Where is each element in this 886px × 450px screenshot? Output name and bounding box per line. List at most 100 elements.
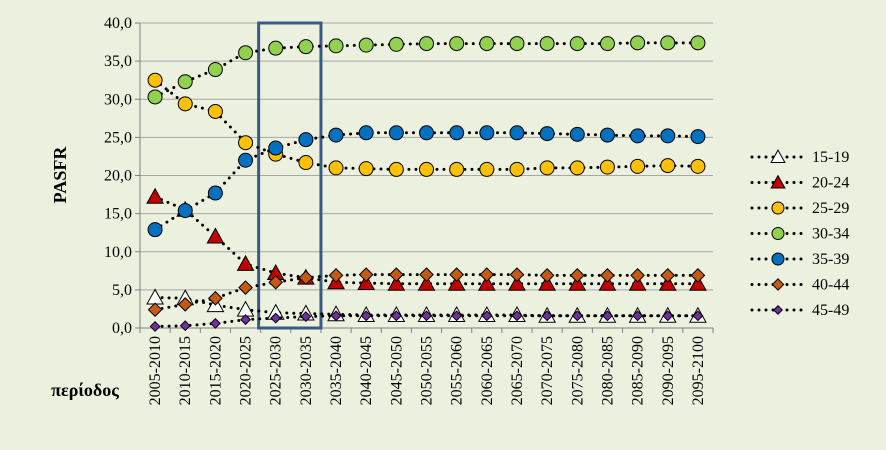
data-point	[328, 268, 344, 283]
data-point	[238, 280, 253, 295]
x-tick-label: 2045-2050	[388, 336, 405, 405]
data-point	[390, 310, 402, 322]
data-point	[481, 310, 493, 322]
x-tick-label: 2055-2060	[449, 336, 466, 405]
series-35-39	[147, 125, 706, 238]
data-point	[419, 36, 434, 52]
data-point	[571, 310, 583, 322]
x-tick-label: 2010-2015	[177, 336, 194, 405]
legend-label: 15-19	[812, 149, 849, 166]
data-point	[690, 158, 706, 174]
data-point	[689, 274, 707, 291]
data-point	[388, 125, 404, 141]
data-point	[357, 273, 376, 290]
x-tick-label: 2070-2075	[539, 336, 556, 405]
data-point	[449, 125, 465, 141]
legend-label: 25-29	[812, 200, 849, 217]
data-point	[236, 254, 255, 271]
data-point	[419, 125, 434, 141]
data-point	[330, 310, 342, 322]
data-point	[479, 125, 495, 141]
y-tick-label: 5,0	[112, 282, 132, 299]
data-point	[539, 126, 555, 142]
data-point	[658, 274, 677, 291]
legend-item: 15-19	[750, 149, 849, 166]
legend-item: 20-24	[750, 174, 849, 192]
data-point	[146, 288, 164, 305]
data-point	[568, 274, 587, 291]
y-tick-labels: 0,0 5,0 10,0 15,0 20,0 25,0 30,0 35,0 40,0	[104, 15, 132, 337]
data-point	[449, 36, 465, 52]
data-point	[298, 155, 314, 171]
data-point	[569, 268, 585, 283]
data-point	[358, 267, 374, 282]
data-point	[417, 274, 436, 291]
data-point	[177, 297, 193, 312]
data-point	[508, 274, 526, 291]
legend-label: 30-34	[812, 226, 849, 243]
data-point	[509, 125, 525, 141]
data-point	[206, 227, 225, 244]
legend-marker	[770, 174, 786, 189]
x-tick-label: 2065-2070	[509, 336, 526, 405]
data-point	[539, 36, 555, 52]
x-tick-label: 2015-2020	[207, 336, 224, 405]
data-point	[477, 274, 496, 291]
highlight-box	[257, 21, 323, 330]
data-point	[209, 317, 221, 329]
data-point	[358, 37, 374, 53]
data-point	[238, 152, 254, 168]
data-point	[240, 314, 252, 326]
data-point	[538, 274, 557, 291]
legend-item: 25-29	[750, 200, 849, 217]
legend-marker	[771, 201, 785, 215]
data-point	[236, 300, 255, 317]
x-tick-label: 2085-2090	[630, 336, 647, 405]
data-point	[388, 267, 404, 282]
series-30-34	[147, 35, 706, 105]
data-point	[509, 161, 525, 177]
data-point	[388, 36, 404, 52]
data-point	[358, 125, 374, 141]
data-point	[358, 161, 374, 177]
data-point	[147, 302, 163, 318]
x-tick-label: 2060-2065	[479, 336, 496, 405]
y-tick-label: 20,0	[104, 168, 132, 185]
y-tick-label: 15,0	[104, 206, 132, 223]
data-point	[601, 310, 613, 322]
data-point	[509, 267, 525, 282]
data-point	[419, 161, 434, 177]
data-point	[360, 310, 372, 322]
data-point	[177, 74, 193, 90]
data-point	[147, 222, 163, 238]
data-point	[298, 132, 314, 148]
data-point	[660, 128, 676, 144]
legend-marker	[771, 252, 785, 266]
data-point	[387, 274, 406, 291]
data-point	[630, 268, 645, 283]
x-tick-label: 2075-2080	[569, 336, 586, 405]
data-point	[660, 158, 676, 174]
series-group	[146, 35, 707, 332]
legend-label: 40-44	[812, 277, 849, 294]
data-point	[569, 160, 585, 176]
series-line	[153, 78, 700, 171]
legend-item: 40-44	[750, 277, 849, 294]
data-point	[692, 310, 704, 322]
data-point	[598, 274, 617, 291]
data-point	[599, 127, 615, 143]
data-point	[268, 274, 284, 290]
legend-item: 45-49	[750, 302, 849, 319]
series-40-44	[147, 267, 706, 318]
x-tick-label: 2050-2055	[419, 336, 436, 405]
x-tick-label: 2030-2035	[298, 336, 315, 405]
series-45-49	[149, 310, 704, 332]
data-point	[300, 311, 312, 323]
data-point	[421, 310, 432, 322]
data-point	[238, 135, 254, 151]
data-point	[479, 36, 495, 52]
series-25-29	[147, 72, 706, 177]
data-point	[149, 321, 161, 332]
